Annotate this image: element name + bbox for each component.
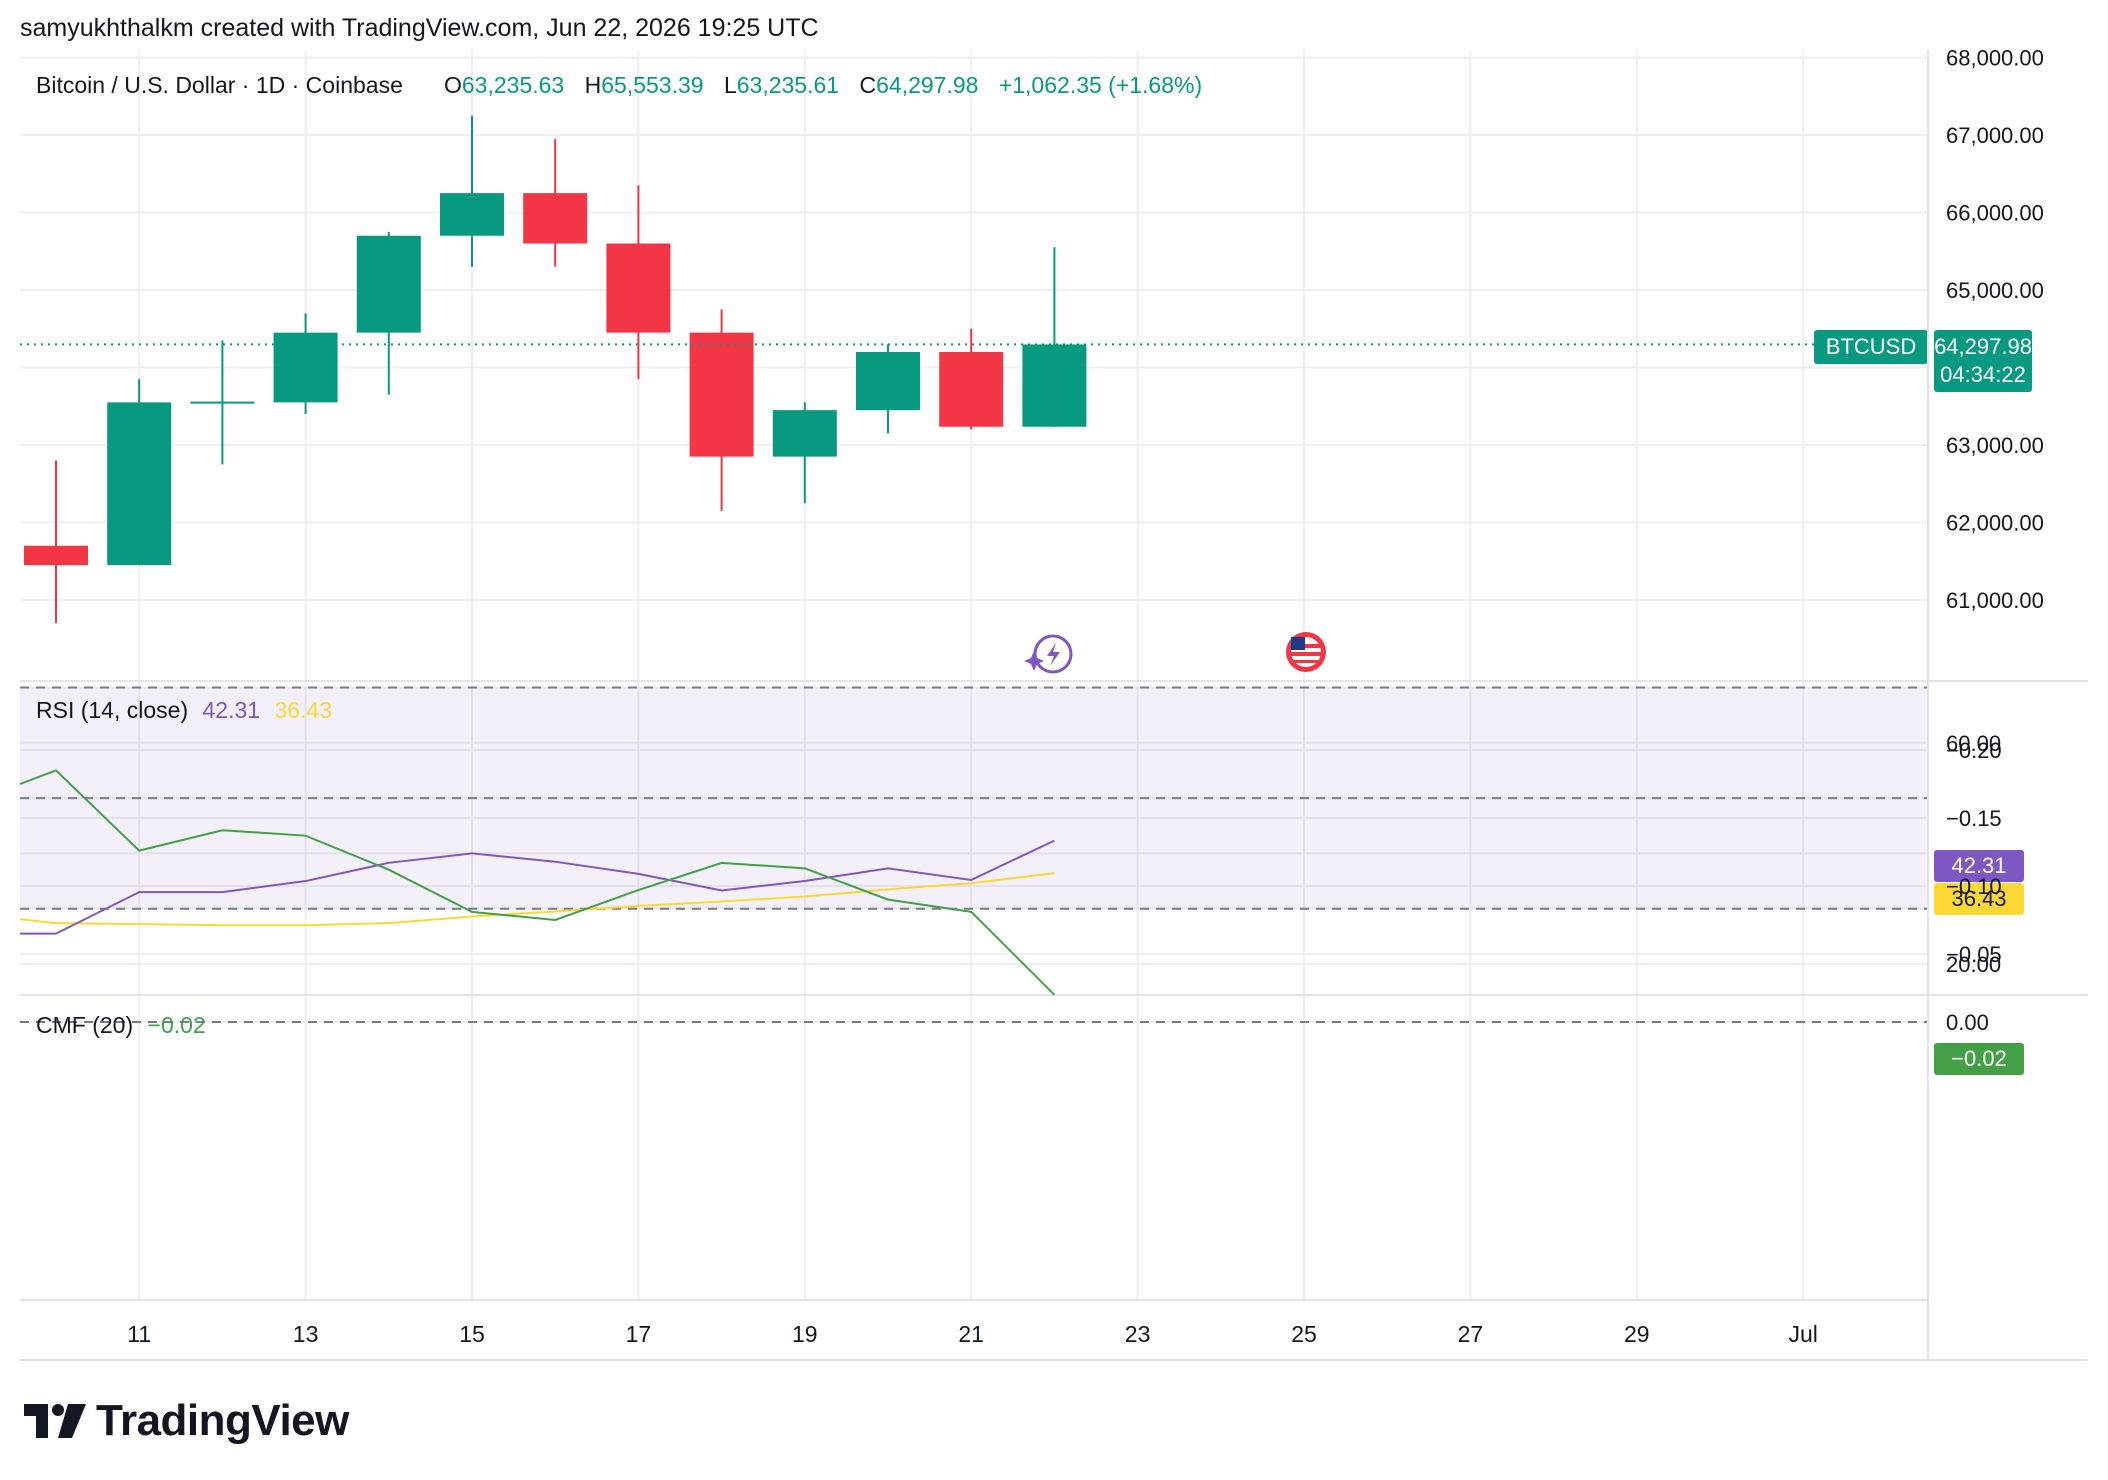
cmf-axis-label: −0.20 (1946, 738, 2002, 763)
candle (772, 402, 837, 504)
price-axis-label: 61,000.00 (1946, 588, 2044, 613)
time-axis-label: 15 (459, 1321, 485, 1347)
time-axis-label: 25 (1291, 1321, 1317, 1347)
cmf-line (19, 769, 1056, 996)
legend-symbol: Bitcoin / U.S. Dollar · 1D · Coinbase (36, 72, 403, 98)
cmf-legend-name: CMF (20) (36, 1012, 133, 1038)
legend-low-label: L (724, 72, 737, 98)
rsi-ma-value-tag (1934, 883, 2024, 915)
price-axis-label: 68,000.00 (1946, 46, 2044, 71)
symbol-tag (1814, 330, 1928, 364)
candle-body (107, 402, 172, 566)
rsi-axis: 60.00 20.00 (1946, 731, 2001, 977)
candle-body (1022, 344, 1087, 427)
rsi-legend-name: RSI (14, close) (36, 697, 188, 723)
cmf-value-tag-label: −0.02 (1951, 1046, 2007, 1071)
price-axis-label: 66,000.00 (1946, 201, 2044, 226)
time-axis-label: 19 (792, 1321, 818, 1347)
time-axis-label: 21 (958, 1321, 984, 1347)
time-axis-label: Jul (1788, 1321, 1817, 1347)
rsi-ma-line (19, 872, 1055, 927)
legend-high-value: 65,553.39 (601, 72, 703, 98)
price-axis-label: 63,000.00 (1946, 433, 2044, 458)
tradingview-logo-text: TradingView (96, 1396, 349, 1445)
cmf-axis-label: −0.05 (1946, 942, 2002, 967)
legend-close-value: 64,297.98 (876, 72, 978, 98)
candle-body (772, 410, 837, 457)
rsi-value-tag-label: 42.31 (1951, 853, 2006, 878)
candle (1022, 247, 1087, 427)
candle (523, 138, 588, 267)
legend-open-label: O (444, 72, 462, 98)
candle (24, 460, 88, 624)
last-price-tag (1934, 330, 2032, 392)
legend-change: +1,062.35 (+1.68%) (999, 72, 1202, 98)
legend-low-value: 63,235.61 (737, 72, 839, 98)
legend-ohlc: O63,235.63 H65,553.39 L63,235.61 C64,297… (444, 72, 1202, 98)
candle (856, 344, 920, 434)
time-axis-label: 27 (1458, 1321, 1484, 1347)
candlestick-series (24, 115, 1087, 624)
symbol-tag-label: BTCUSD (1826, 334, 1916, 359)
time-axis-label: 29 (1624, 1321, 1650, 1347)
price-axis-label: 65,000.00 (1946, 278, 2044, 303)
candle-body (689, 332, 754, 457)
rsi-legend: RSI (14, close) 42.31 36.43 (36, 697, 332, 723)
candle (273, 313, 338, 414)
us-flag-icon[interactable] (1286, 632, 1326, 672)
time-axis-label: 11 (127, 1321, 151, 1347)
rsi-legend-value: 42.31 (203, 697, 261, 723)
candle-body (606, 243, 671, 333)
cmf-axis-label: −0.10 (1946, 874, 2002, 899)
tradingview-logo[interactable]: TradingView (24, 1396, 349, 1446)
chart-canvas[interactable]: Bitcoin / U.S. Dollar · 1D · Coinbase O6… (0, 0, 2108, 1400)
candle-body (356, 235, 421, 333)
time-axis-label: 17 (626, 1321, 652, 1347)
cmf-axis: 0.00 −0.05 −0.10 −0.15 −0.20 (1946, 738, 2002, 1035)
candle (440, 115, 504, 267)
rsi-axis-label: 20.00 (1946, 952, 2001, 977)
rsi-axis-label: 60.00 (1946, 731, 2001, 756)
rsi-ma-legend-value: 36.43 (274, 697, 332, 723)
attribution-text: samyukhthalkm created with TradingView.c… (20, 14, 819, 42)
price-tag: BTCUSD 64,297.98 04:34:22 (1814, 330, 2032, 392)
cmf-axis-label: 0.00 (1946, 1010, 1989, 1035)
rsi-ma-value-tag-label: 36.43 (1951, 886, 2006, 911)
candle (107, 379, 172, 566)
price-axis: 61,000.00 62,000.00 63,000.00 65,000.00 66,0… (1946, 46, 2044, 614)
tradingview-logo-icon (24, 1404, 86, 1438)
candle-body (273, 332, 338, 403)
grid-lines (20, 50, 1928, 1300)
candle-body (440, 193, 504, 236)
time-axis: 11 13 15 17 19 21 23 25 27 29 Jul (127, 1321, 1818, 1347)
legend-close-label: C (859, 72, 876, 98)
candle-body (523, 193, 588, 244)
cmf-axis-label: −0.15 (1946, 806, 2002, 831)
candle (939, 328, 1004, 430)
time-axis-label: 23 (1125, 1321, 1151, 1347)
candle-body (856, 352, 920, 411)
legend-high-label: H (585, 72, 602, 98)
cmf-legend: CMF (20) −0.02 (36, 1012, 206, 1038)
time-axis-label: 13 (293, 1321, 319, 1347)
price-axis-label: 62,000.00 (1946, 511, 2044, 536)
bar-countdown: 04:34:22 (1940, 362, 2026, 387)
candle-body (939, 352, 1004, 427)
economic-event-icon[interactable] (1024, 634, 1073, 674)
last-price-value: 64,297.98 (1934, 334, 2032, 359)
candle (606, 185, 671, 380)
cmf-legend-value: −0.02 (148, 1012, 206, 1038)
price-axis-label: 67,000.00 (1946, 123, 2044, 148)
cmf-value-tag (1934, 1043, 2024, 1075)
candle-body (190, 401, 255, 404)
rsi-line (20, 839, 1055, 935)
legend-open-value: 63,235.63 (462, 72, 564, 98)
rsi-value-tag (1934, 850, 2024, 882)
candle (356, 231, 421, 395)
candle (689, 309, 754, 511)
candle (190, 340, 255, 465)
rsi-level-lines (20, 686, 1928, 910)
candle-body (24, 545, 88, 566)
